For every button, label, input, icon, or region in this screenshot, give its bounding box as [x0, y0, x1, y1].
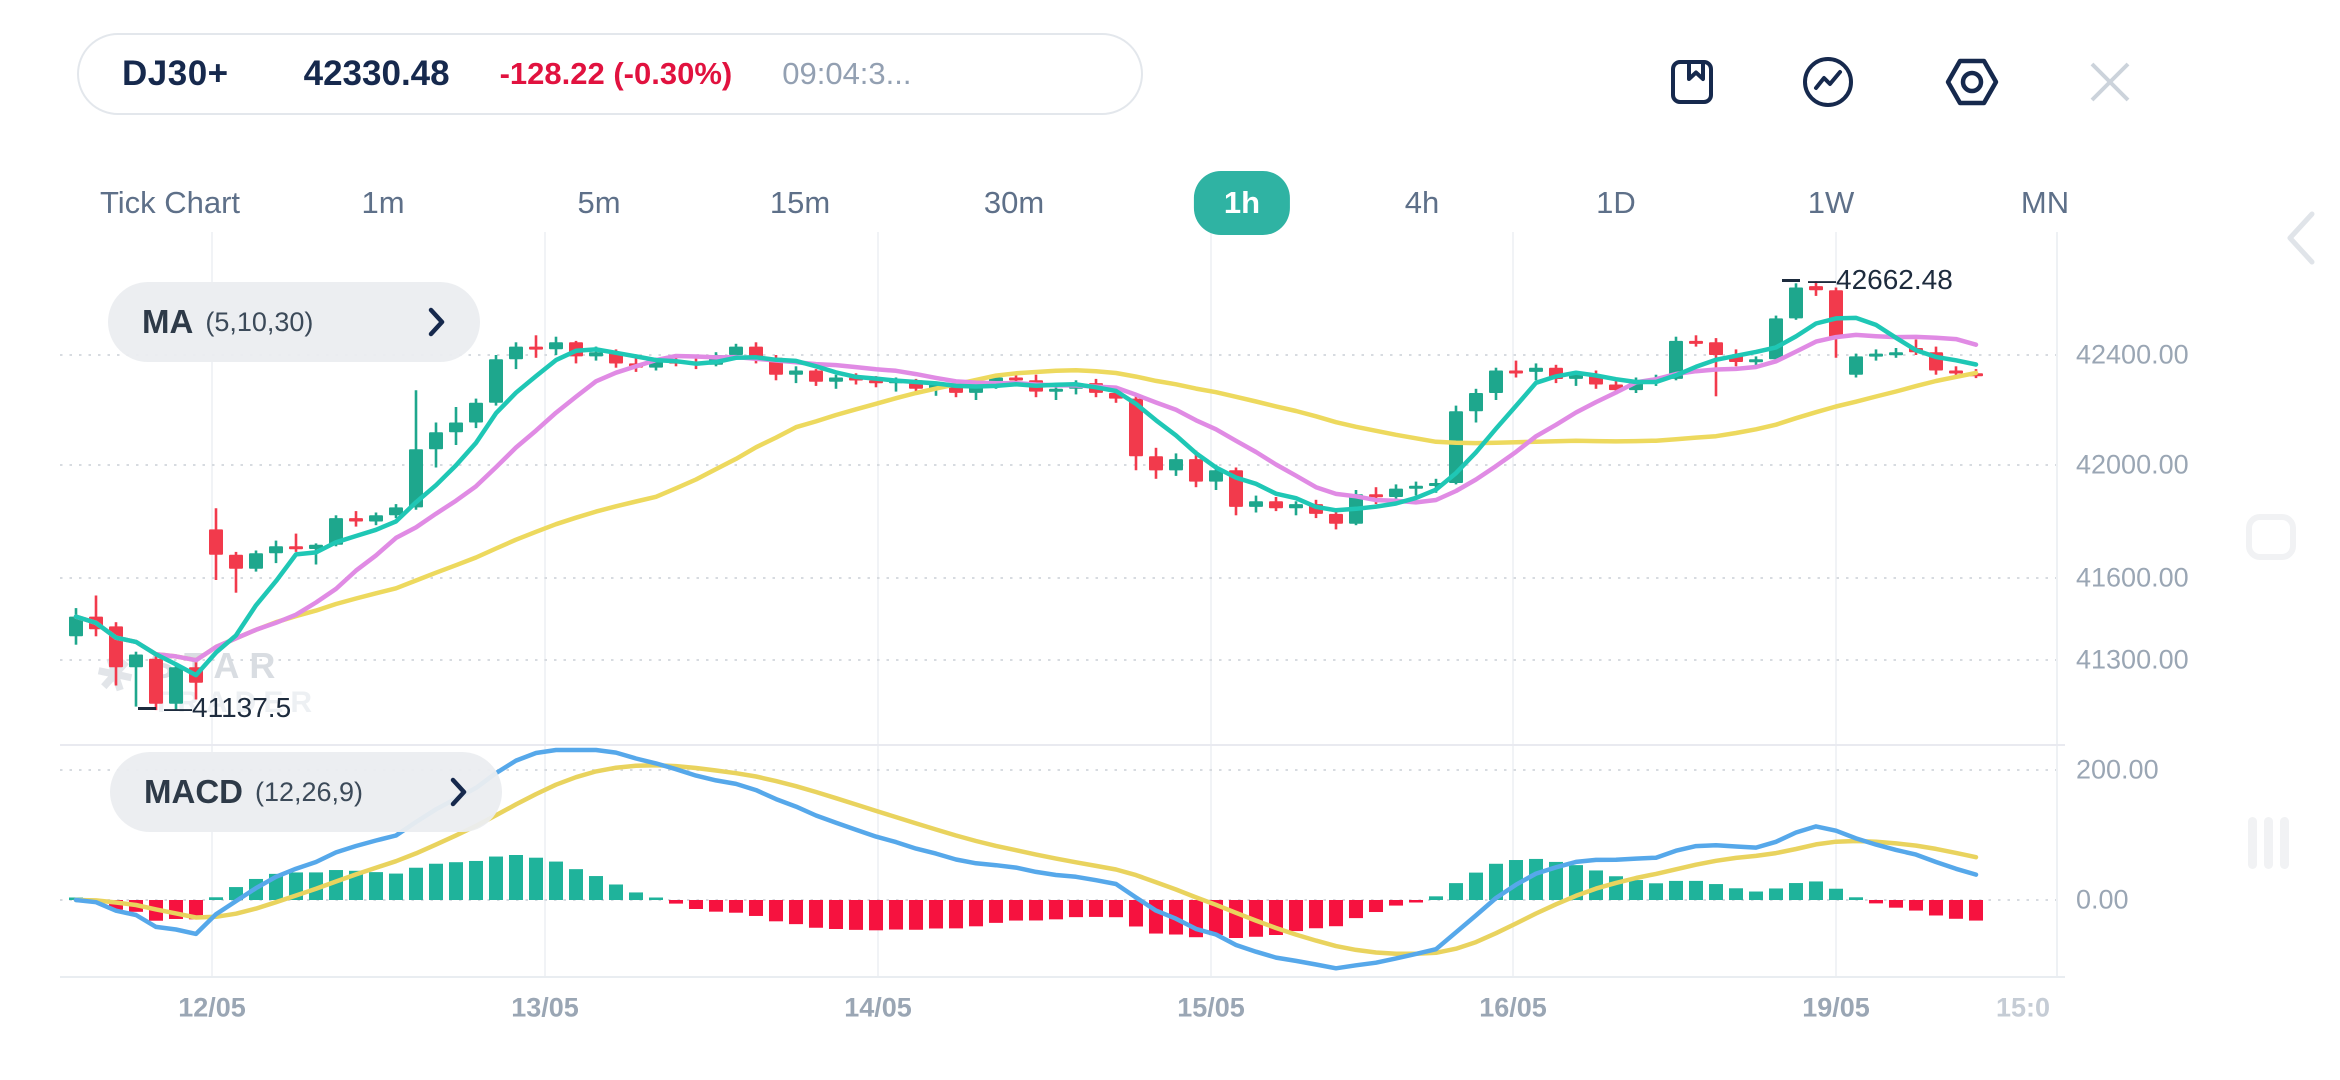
tab-5m[interactable]: 5m [577, 185, 621, 220]
price-axis-label: 42000.00 [2076, 449, 2189, 480]
date-axis-label: 19/05 [1802, 992, 1870, 1023]
settings-icon [1945, 58, 1999, 106]
last-price: 42330.48 [303, 54, 450, 93]
tab-mn[interactable]: MN [2020, 185, 2070, 220]
macd-label: MACD [144, 773, 243, 810]
chevron-right-icon [428, 307, 445, 337]
date-axis-label: 15/05 [1177, 992, 1245, 1023]
tab-1d[interactable]: 1D [1596, 185, 1636, 220]
tab-15m[interactable]: 15m [769, 185, 831, 220]
indicator-button[interactable] [1800, 54, 1856, 110]
time-axis-label-partial: 15:0 [1995, 992, 2051, 1023]
ma-params: (5,10,30) [205, 306, 314, 337]
quote-time: 09:04:3... [782, 56, 912, 91]
price-axis-label: 41300.00 [2076, 644, 2189, 675]
macd-axis-label: 0.00 [2076, 884, 2129, 915]
tab-30m[interactable]: 30m [983, 185, 1045, 220]
macd-params: (12,26,9) [254, 776, 364, 807]
indicator-icon [1803, 57, 1853, 107]
price-axis-label: 42400.00 [2076, 339, 2189, 370]
symbol-info-pill[interactable]: DJ30+ 42330.48 -128.22 (-0.30%) 09:04:3.… [77, 33, 1143, 115]
close-button[interactable] [2082, 54, 2138, 110]
collapse-panel-button[interactable] [2282, 210, 2322, 271]
low-price-label: —41137.5 [164, 692, 292, 723]
high-price-label: —42662.48 [1808, 264, 1953, 295]
symbol-name: DJ30+ [122, 54, 229, 93]
price-axis-label: 41600.00 [2076, 562, 2189, 593]
date-axis-label: 13/05 [511, 992, 579, 1023]
bookmark-button[interactable] [1664, 54, 1720, 110]
marker-dash [1782, 278, 1800, 282]
macd-indicator-button[interactable]: MACD (12,26,9) [110, 752, 502, 832]
frame-icon[interactable] [2246, 514, 2296, 560]
tab-1h-active[interactable]: 1h [1193, 171, 1291, 235]
marker-dash [138, 706, 156, 710]
macd-axis-label: 200.00 [2076, 754, 2159, 785]
ma-label: MA [142, 303, 194, 340]
bookmark-icon [1671, 60, 1713, 104]
low-price-marker: —41137.5 [138, 692, 291, 724]
tab-tick-chart[interactable]: Tick Chart [99, 185, 241, 220]
tab-1w[interactable]: 1W [1807, 185, 1855, 220]
chevron-left-icon [2287, 211, 2315, 265]
date-axis-label: 16/05 [1479, 992, 1547, 1023]
tab-1m[interactable]: 1m [361, 185, 405, 220]
tab-4h[interactable]: 4h [1404, 185, 1440, 220]
ma-indicator-button[interactable]: MA (5,10,30) [108, 282, 480, 362]
high-price-marker: —42662.48 [1782, 264, 1953, 296]
settings-button[interactable] [1944, 54, 2000, 110]
date-axis-label: 14/05 [844, 992, 912, 1023]
chevron-right-icon [450, 777, 467, 807]
price-change: -128.22 (-0.30%) [499, 56, 733, 91]
drag-bars-icon[interactable] [2248, 817, 2289, 869]
close-icon [2090, 62, 2130, 102]
date-axis-label: 12/05 [178, 992, 246, 1023]
